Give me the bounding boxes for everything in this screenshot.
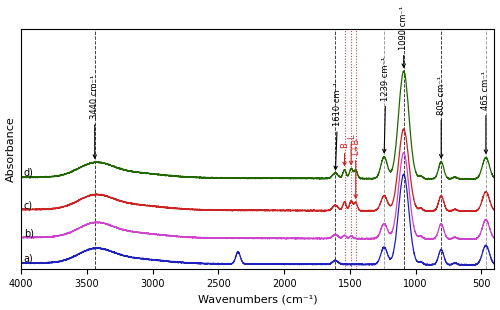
Y-axis label: Absorbance: Absorbance bbox=[6, 116, 16, 182]
Text: b): b) bbox=[24, 228, 34, 238]
Text: d): d) bbox=[24, 168, 34, 178]
Text: 1610 cm⁻¹: 1610 cm⁻¹ bbox=[334, 82, 342, 170]
X-axis label: Wavenumbers (cm⁻¹): Wavenumbers (cm⁻¹) bbox=[198, 294, 318, 304]
Text: 465 cm⁻¹: 465 cm⁻¹ bbox=[482, 71, 490, 153]
Text: L+B: L+B bbox=[351, 138, 360, 198]
Text: 3440 cm⁻¹: 3440 cm⁻¹ bbox=[90, 75, 99, 158]
Text: 1090 cm⁻¹: 1090 cm⁻¹ bbox=[399, 6, 408, 67]
Text: B: B bbox=[340, 142, 349, 166]
Text: c): c) bbox=[24, 200, 33, 210]
Text: a): a) bbox=[24, 254, 34, 264]
Text: 1239 cm⁻¹: 1239 cm⁻¹ bbox=[382, 57, 390, 153]
Text: L: L bbox=[346, 134, 356, 165]
Text: 805 cm⁻¹: 805 cm⁻¹ bbox=[436, 76, 446, 158]
